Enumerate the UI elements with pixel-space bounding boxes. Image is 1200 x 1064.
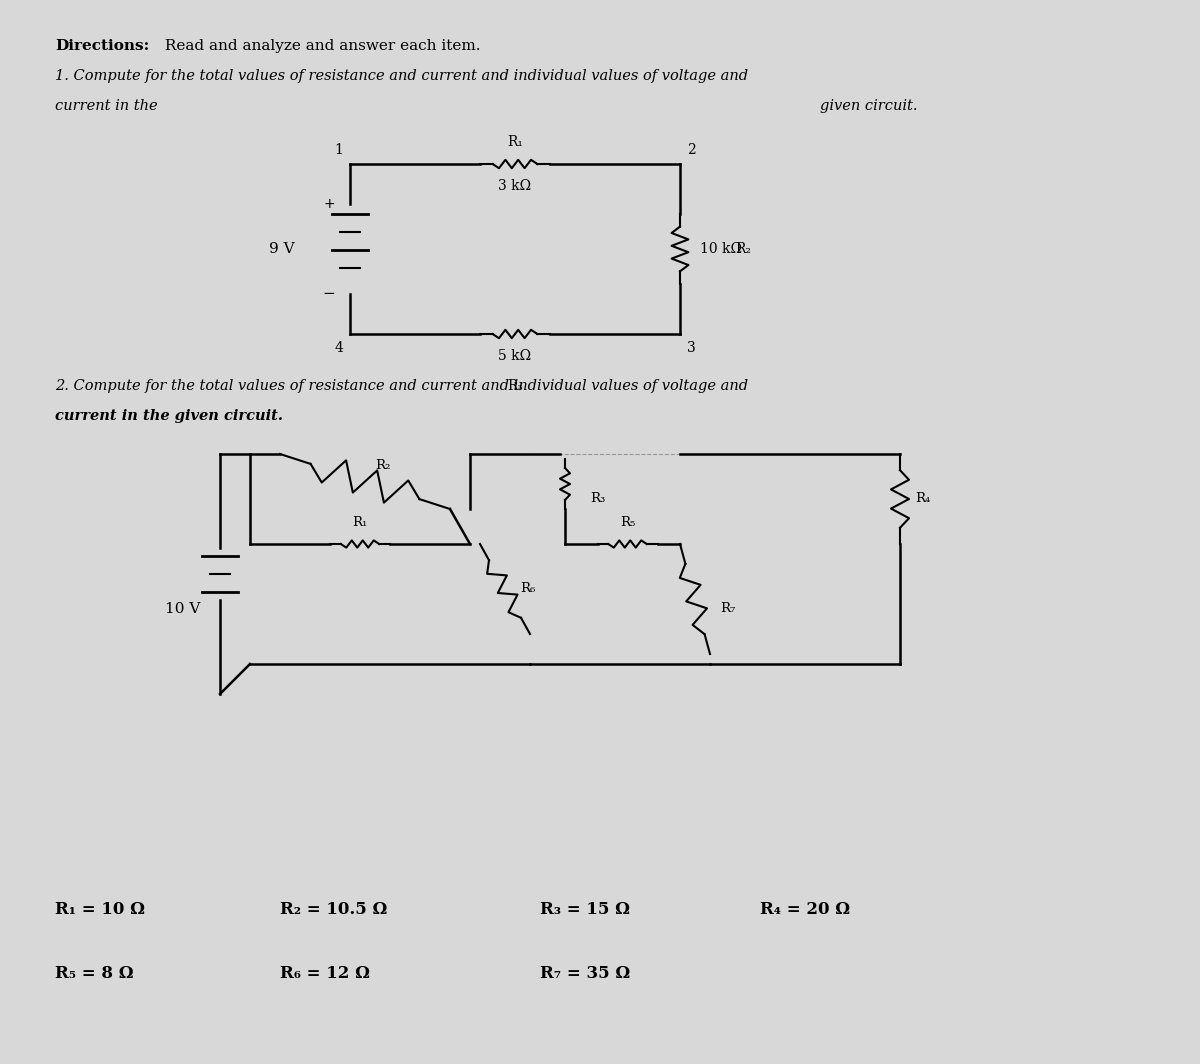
Text: R₆: R₆ xyxy=(520,582,535,596)
Text: R₅: R₅ xyxy=(620,516,635,529)
Text: R₆ = 12 Ω: R₆ = 12 Ω xyxy=(280,965,370,982)
Text: 2. Compute for the total values of resistance and current and individual values : 2. Compute for the total values of resis… xyxy=(55,379,748,393)
Text: given circuit.: given circuit. xyxy=(820,99,918,113)
Text: R₅ = 8 Ω: R₅ = 8 Ω xyxy=(55,965,133,982)
Text: R₃: R₃ xyxy=(508,379,523,393)
Text: R₁: R₁ xyxy=(508,135,523,149)
Text: R₁: R₁ xyxy=(353,516,367,529)
Text: R₂: R₂ xyxy=(374,459,390,471)
Text: current in the: current in the xyxy=(55,99,157,113)
Text: R₂: R₂ xyxy=(734,242,751,256)
Text: R₄ = 20 Ω: R₄ = 20 Ω xyxy=(760,900,850,917)
Text: R₃ = 15 Ω: R₃ = 15 Ω xyxy=(540,900,630,917)
Text: 10 V: 10 V xyxy=(164,602,200,616)
Text: 5 kΩ: 5 kΩ xyxy=(498,349,532,363)
Text: R₇ = 35 Ω: R₇ = 35 Ω xyxy=(540,965,630,982)
Text: current in the given circuit.: current in the given circuit. xyxy=(55,409,283,423)
Text: R₇: R₇ xyxy=(720,602,736,615)
Text: +: + xyxy=(323,197,335,211)
Text: R₃: R₃ xyxy=(590,493,605,505)
Text: Directions:: Directions: xyxy=(55,39,149,53)
Text: R₂ = 10.5 Ω: R₂ = 10.5 Ω xyxy=(280,900,388,917)
Text: 10 kΩ: 10 kΩ xyxy=(700,242,742,256)
Text: 9 V: 9 V xyxy=(269,242,295,256)
Text: R₄: R₄ xyxy=(916,493,930,505)
Text: 1: 1 xyxy=(334,143,343,157)
Text: 3: 3 xyxy=(686,340,696,355)
Text: 3 kΩ: 3 kΩ xyxy=(498,179,532,193)
Text: R₁ = 10 Ω: R₁ = 10 Ω xyxy=(55,900,145,917)
Text: Read and analyze and answer each item.: Read and analyze and answer each item. xyxy=(160,39,480,53)
Text: 1. Compute for the total values of resistance and current and individual values : 1. Compute for the total values of resis… xyxy=(55,69,748,83)
Text: 2: 2 xyxy=(686,143,696,157)
Text: 4: 4 xyxy=(334,340,343,355)
Text: −: − xyxy=(323,286,335,301)
